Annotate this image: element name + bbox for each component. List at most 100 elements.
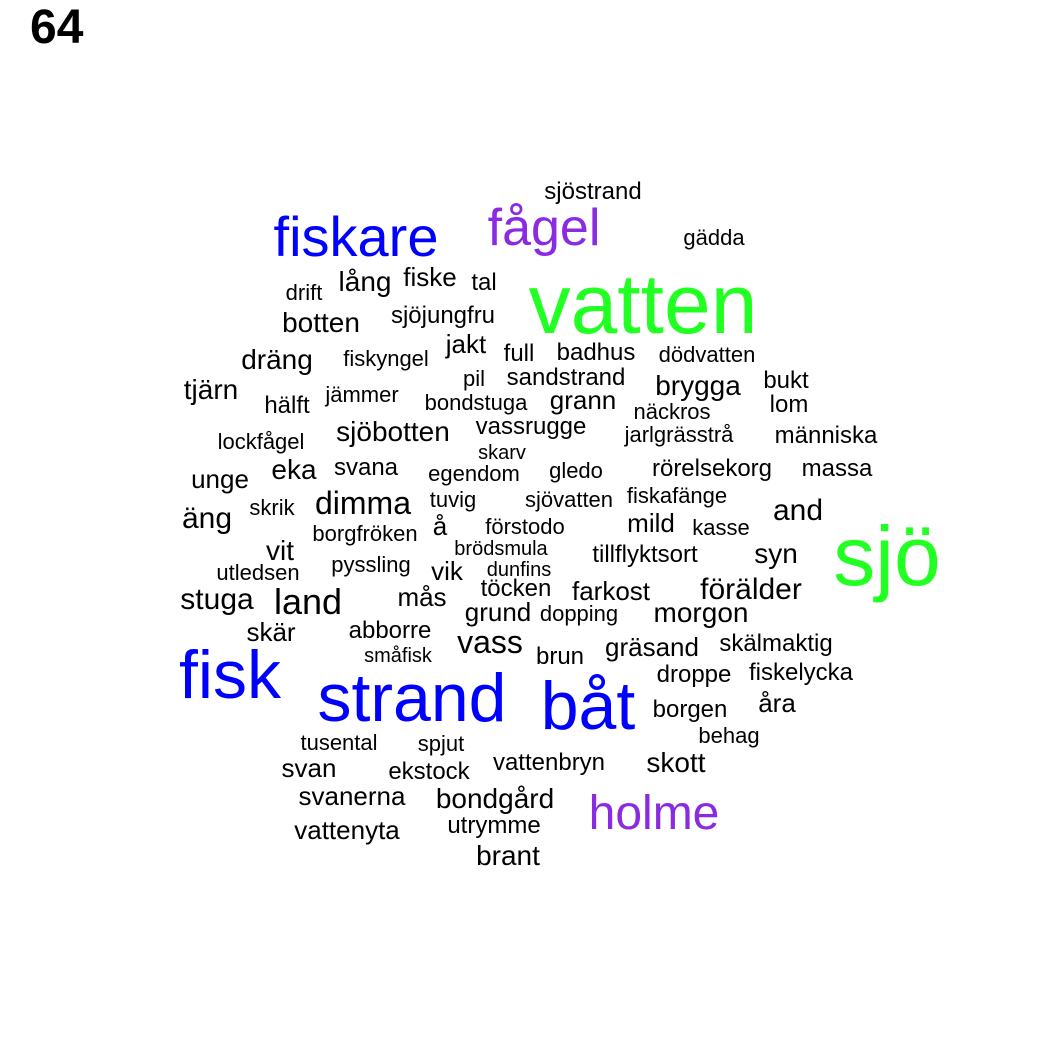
cloud-word: grann xyxy=(549,385,617,415)
cloud-word: människa xyxy=(774,422,878,449)
cloud-word: svanerna xyxy=(298,781,406,811)
cloud-word: tjärn xyxy=(183,374,239,405)
cloud-word: vassrugge xyxy=(475,413,587,440)
cloud-word: grund xyxy=(464,597,532,627)
cloud-word: båt xyxy=(540,668,636,744)
cloud-word: abborre xyxy=(348,617,432,644)
cloud-word: spjut xyxy=(417,731,465,756)
cloud-word: brant xyxy=(476,840,540,871)
cloud-word: massa xyxy=(801,455,873,482)
cloud-word: fiskafänge xyxy=(626,483,728,508)
cloud-word: vit xyxy=(266,535,294,566)
cloud-word: tusental xyxy=(300,730,378,755)
cloud-word: sjö xyxy=(833,509,941,603)
cloud-word: dödvatten xyxy=(658,342,756,367)
cloud-word: brun xyxy=(535,643,585,670)
cloud-word: skott xyxy=(646,747,706,778)
cloud-word: jämmer xyxy=(325,382,399,407)
cloud-word: vattenyta xyxy=(294,815,400,845)
cloud-word: skarv xyxy=(478,442,526,464)
cloud-word: botten xyxy=(282,307,360,338)
cloud-word: dunfins xyxy=(486,559,552,581)
cloud-word: holme xyxy=(588,787,720,840)
cloud-word: full xyxy=(503,340,535,367)
cloud-word: ekstock xyxy=(388,758,470,785)
cloud-word: skälmaktig xyxy=(719,630,833,657)
cloud-word: skrik xyxy=(249,495,295,520)
cloud-word: gledo xyxy=(549,458,603,483)
cloud-word: skär xyxy=(246,617,296,647)
cloud-word: gädda xyxy=(683,225,745,250)
panel-label: 64 xyxy=(30,1,84,54)
cloud-word: dräng xyxy=(241,344,313,375)
cloud-word: fågel xyxy=(487,199,601,257)
cloud-word: vik xyxy=(431,556,463,586)
cloud-word: småfisk xyxy=(364,645,432,667)
cloud-word: mild xyxy=(627,508,675,538)
cloud-word: tillflyktsort xyxy=(592,541,698,568)
cloud-word: lockfågel xyxy=(217,429,305,454)
cloud-word: land xyxy=(273,581,343,622)
cloud-word: strand xyxy=(317,660,507,736)
cloud-word: hälft xyxy=(264,392,310,419)
cloud-word: bondstuga xyxy=(424,390,528,415)
cloud-word: fisk xyxy=(179,637,281,713)
cloud-word: fiske xyxy=(403,262,457,292)
cloud-word: borgen xyxy=(652,696,728,723)
cloud-word: mås xyxy=(397,582,447,612)
cloud-word: pil xyxy=(462,366,486,391)
cloud-word: rörelsekorg xyxy=(651,455,773,482)
cloud-word: brödsmula xyxy=(454,538,548,560)
cloud-word: å xyxy=(432,511,448,541)
cloud-word: pyssling xyxy=(331,552,411,577)
cloud-word: fiskelycka xyxy=(748,659,854,686)
cloud-word: fiskyngel xyxy=(343,346,429,371)
cloud-word: lom xyxy=(769,391,809,418)
cloud-word: unge xyxy=(191,464,249,494)
cloud-word: svana xyxy=(333,454,399,481)
cloud-word: eka xyxy=(271,454,317,485)
cloud-word: and xyxy=(772,494,824,527)
cloud-word: svan xyxy=(281,753,337,783)
cloud-word: jarlgrässtrå xyxy=(624,422,734,447)
cloud-word: tal xyxy=(471,269,497,296)
cloud-word: gräsand xyxy=(605,632,699,662)
cloud-word: morgon xyxy=(653,597,749,628)
cloud-word: töcken xyxy=(480,575,552,602)
cloud-word: vatten xyxy=(528,257,758,351)
cloud-word: bondgård xyxy=(435,783,555,814)
cloud-word: bukt xyxy=(763,367,809,394)
cloud-word: fiskare xyxy=(273,205,439,268)
cloud-word: sjöstrand xyxy=(544,178,642,205)
cloud-word: dimma xyxy=(314,485,412,521)
cloud-word: stuga xyxy=(180,583,254,616)
cloud-word: sjöbotten xyxy=(336,416,450,447)
cloud-word: utledsen xyxy=(216,560,300,585)
cloud-word: kasse xyxy=(692,515,750,540)
cloud-word: tuvig xyxy=(429,487,477,512)
cloud-word: badhus xyxy=(556,339,636,366)
cloud-word: borgfröken xyxy=(312,521,418,546)
cloud-word: lång xyxy=(338,266,392,297)
cloud-word: förälder xyxy=(700,573,802,606)
cloud-word: sjöjungfru xyxy=(390,302,496,329)
cloud-word: vass xyxy=(457,624,523,660)
cloud-word: äng xyxy=(181,502,233,535)
cloud-word: drift xyxy=(285,280,323,305)
cloud-word: sandstrand xyxy=(506,364,626,391)
cloud-word: sjövatten xyxy=(524,487,614,512)
cloud-word: behag xyxy=(698,723,760,748)
cloud-word: vattenbryn xyxy=(492,749,606,776)
cloud-word: utrymme xyxy=(447,812,541,839)
cloud-word: förstodo xyxy=(485,514,565,539)
cloud-word: näckros xyxy=(633,399,711,424)
cloud-word: droppe xyxy=(656,661,732,688)
cloud-word: jakt xyxy=(445,329,487,359)
cloud-word: syn xyxy=(754,538,798,569)
cloud-word: dopping xyxy=(539,601,619,626)
cloud-word: farkost xyxy=(571,576,651,606)
cloud-word: brygga xyxy=(655,370,741,401)
cloud-word: egendom xyxy=(428,461,520,486)
cloud-word: åra xyxy=(758,688,796,718)
